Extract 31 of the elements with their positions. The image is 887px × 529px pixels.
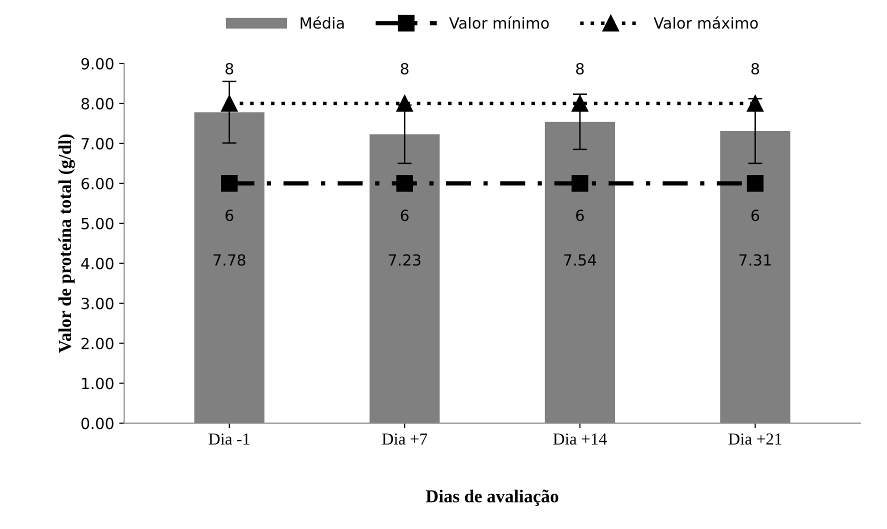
data-label: 6	[400, 210, 409, 222]
data-label: 8	[751, 62, 760, 75]
data-label: 7.23	[388, 254, 420, 266]
data-label: 8	[226, 62, 234, 75]
x-axis-title: Dias de avaliação	[426, 490, 558, 506]
y-tick-label: 8.00	[81, 98, 114, 110]
y-tick-label: 9.00	[81, 58, 114, 70]
x-tick-label: Dia +21	[728, 433, 782, 445]
data-label: 6	[226, 210, 234, 222]
y-axis-title: Valor de proteína total (g/dl)	[58, 134, 75, 353]
y-tick-label: 4.00	[81, 258, 114, 270]
y-tick-label: 0.00	[81, 418, 114, 430]
data-label: 7.31	[739, 254, 771, 266]
y-tick-label: 5.00	[82, 218, 114, 230]
x-tick-label: Dia +7	[382, 433, 428, 445]
data-label: 7.54	[564, 254, 596, 266]
y-tick-label: 3.00	[82, 298, 114, 310]
legend-label: Valor mínimo	[449, 16, 549, 29]
legend-label: Média	[300, 16, 344, 29]
y-tick-label: 1.00	[82, 378, 114, 390]
data-label: 8	[576, 62, 584, 75]
legend-label: Valor máximo	[654, 16, 758, 29]
y-tick-label: 6.00	[82, 178, 114, 190]
data-label: 8	[400, 62, 408, 75]
y-tick-label: 7.00	[82, 138, 114, 150]
x-tick-label: Dia -1	[208, 433, 250, 445]
y-tick-label: 2.00	[82, 338, 114, 350]
x-tick-label: Dia +14	[553, 433, 607, 445]
data-label: 7.78	[214, 254, 246, 266]
data-label: 6	[751, 210, 760, 222]
data-label: 6	[576, 210, 584, 222]
